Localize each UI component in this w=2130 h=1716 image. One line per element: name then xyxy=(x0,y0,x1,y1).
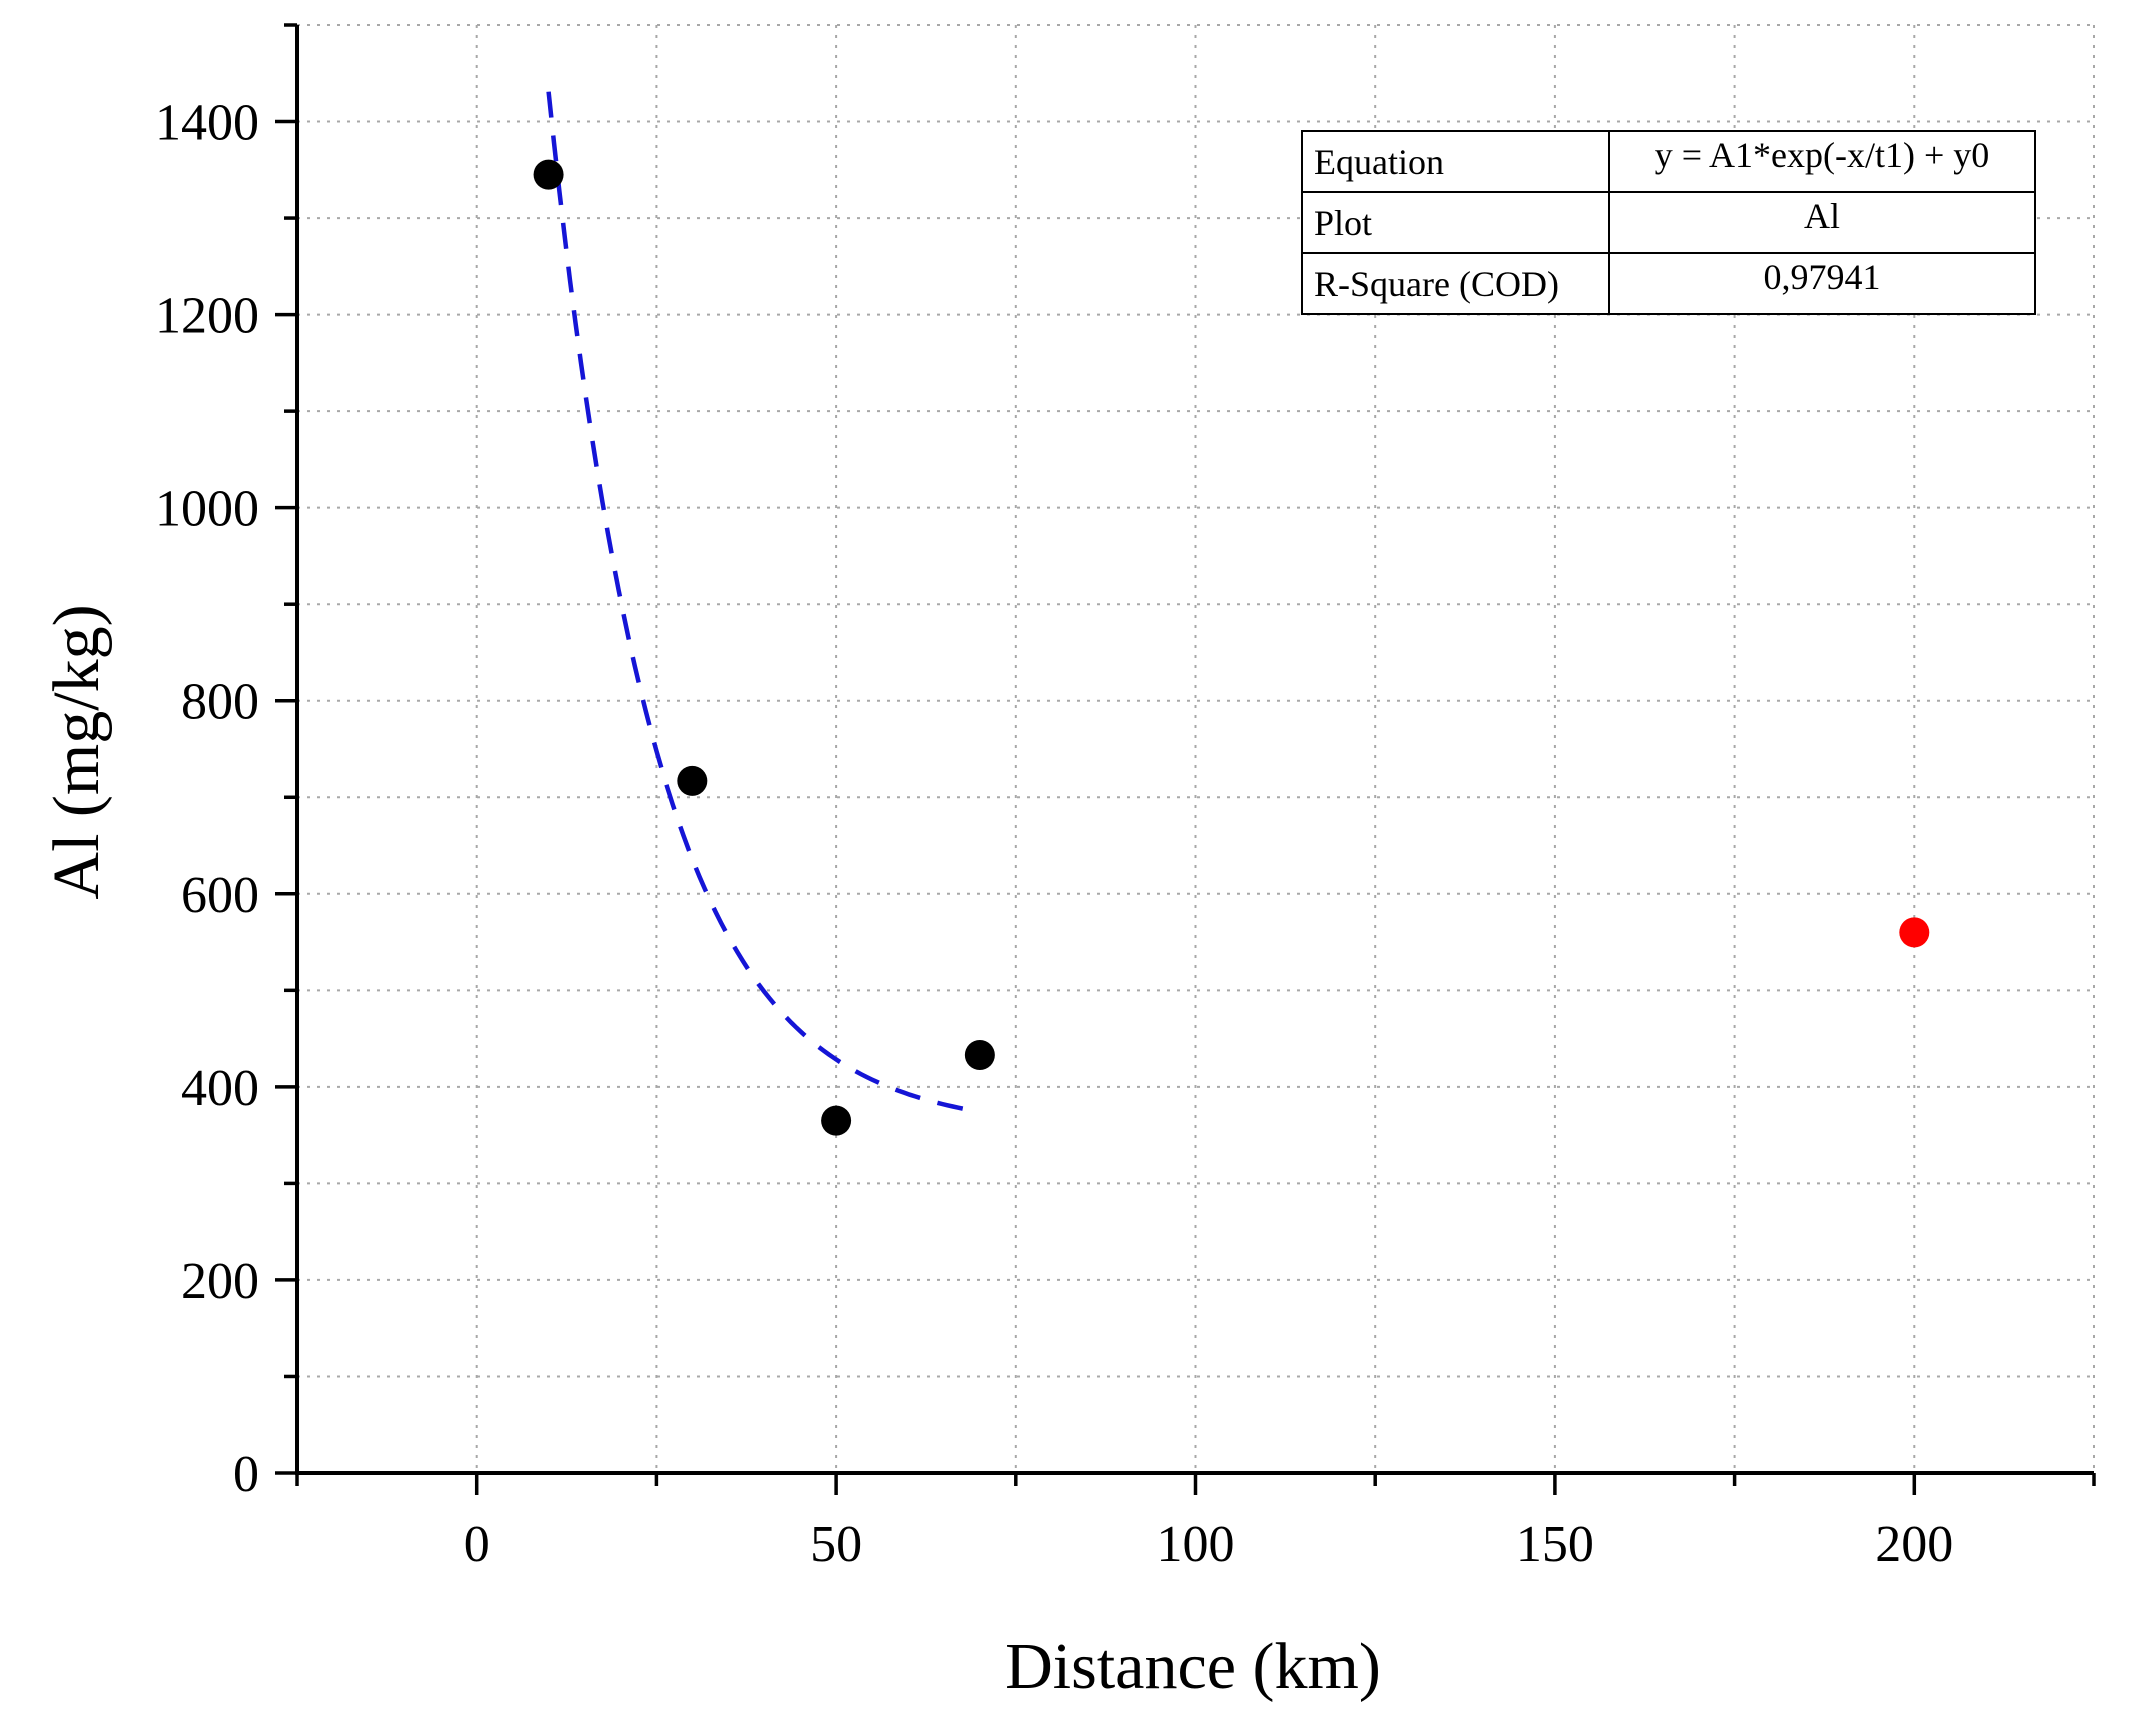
fit-curve xyxy=(546,91,981,1115)
y-tick-label: 200 xyxy=(181,1253,259,1310)
data-point xyxy=(821,1105,852,1136)
x-tick-label: 200 xyxy=(1875,1516,1953,1573)
x-tick-label: 50 xyxy=(810,1516,862,1573)
y-tick-label: 1200 xyxy=(155,288,259,345)
fit-table-border xyxy=(1301,130,2036,315)
y-tick-label: 1400 xyxy=(155,95,259,152)
y-tick-label: 600 xyxy=(181,867,259,924)
x-tick-label: 0 xyxy=(464,1516,490,1573)
data-point xyxy=(533,159,564,190)
fit-curve-layer xyxy=(546,91,981,1115)
fit-table-value: Al xyxy=(1804,196,1840,236)
outlier-point xyxy=(1899,917,1930,948)
data-point xyxy=(964,1040,995,1071)
fit-table-label: Plot xyxy=(1314,203,1372,243)
y-tick-label: 0 xyxy=(233,1446,259,1503)
fit-table-label: Equation xyxy=(1314,142,1444,182)
data-point xyxy=(677,765,708,796)
y-tick-label: 400 xyxy=(181,1060,259,1117)
fit-table-label: R-Square (COD) xyxy=(1314,264,1559,304)
y-tick-label: 800 xyxy=(181,674,259,731)
data-points xyxy=(533,159,1930,1136)
axes: 0 200 400 600 800 1000 1200 1400 0 50 100 150 200 xyxy=(155,23,2096,1573)
x-axis-title: Distance (km) xyxy=(1005,1630,1381,1703)
y-tick-label: 1000 xyxy=(155,481,259,538)
y-axis-title: Al (mg/kg) xyxy=(40,604,113,899)
fit-table-value: y = A1*exp(-x/t1) + y0 xyxy=(1655,135,1990,175)
x-tick-label: 150 xyxy=(1516,1516,1594,1573)
fit-table: Equation y = A1*exp(-x/t1) + y0 Plot Al R-Sq… xyxy=(1301,130,2036,315)
x-tick-label: 100 xyxy=(1157,1516,1235,1573)
fit-table-value: 0,97941 xyxy=(1764,257,1881,297)
